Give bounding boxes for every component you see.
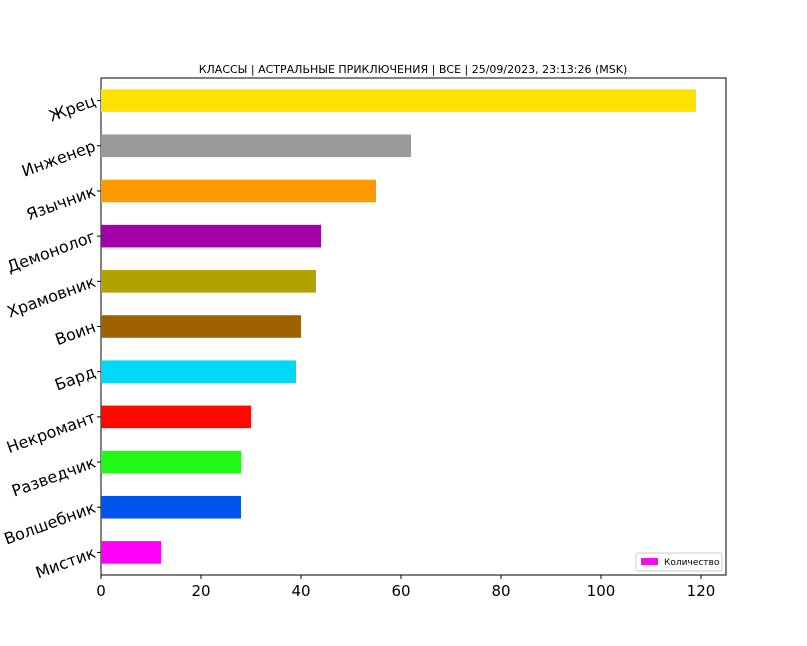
x-tick-label: 120 <box>687 582 716 600</box>
x-tick-label: 0 <box>96 582 106 600</box>
category-label: Жрец <box>46 91 98 125</box>
bar-9 <box>101 450 241 474</box>
x-axis-ticks: 0 20 40 60 80 100 120 <box>96 575 715 600</box>
category-label: Демонолог <box>4 227 98 277</box>
bar-3 <box>101 179 376 203</box>
category-label: Некромант <box>4 407 98 457</box>
bar-1 <box>101 89 696 112</box>
category-label: Волшебник <box>1 498 98 549</box>
category-label: Храмовник <box>4 272 98 322</box>
category-label: Бард <box>52 362 98 394</box>
category-label: Воин <box>52 317 98 349</box>
x-tick-label: 20 <box>191 582 210 600</box>
bar-2 <box>101 134 411 158</box>
x-tick-label: 60 <box>391 582 410 600</box>
bar-7 <box>101 360 296 383</box>
bar-8 <box>101 405 251 429</box>
legend-label: Количество <box>664 558 720 568</box>
category-label: Инженер <box>19 136 98 180</box>
bar-4 <box>101 224 321 248</box>
x-tick-label: 80 <box>491 582 510 600</box>
bar-5 <box>101 270 316 293</box>
chart-title: КЛАССЫ | АСТРАЛЬНЫЕ ПРИКЛЮЧЕНИЯ | ВСЕ | … <box>199 63 628 76</box>
category-label: Разведчик <box>9 453 98 501</box>
x-tick-label: 40 <box>291 582 310 600</box>
legend-swatch <box>641 558 658 565</box>
bar-11 <box>101 541 161 564</box>
x-tick-label: 100 <box>587 582 616 600</box>
legend: Количество <box>635 552 723 572</box>
category-labels: Жрец ИнженерЯзычникДемонологХрамовникВоин… <box>1 91 101 582</box>
bar-6 <box>101 315 301 338</box>
bars-group <box>101 89 696 564</box>
bar-10 <box>101 495 241 519</box>
legend-box <box>635 552 723 572</box>
category-label: Язычник <box>24 181 99 224</box>
category-label: Мистик <box>33 543 98 582</box>
